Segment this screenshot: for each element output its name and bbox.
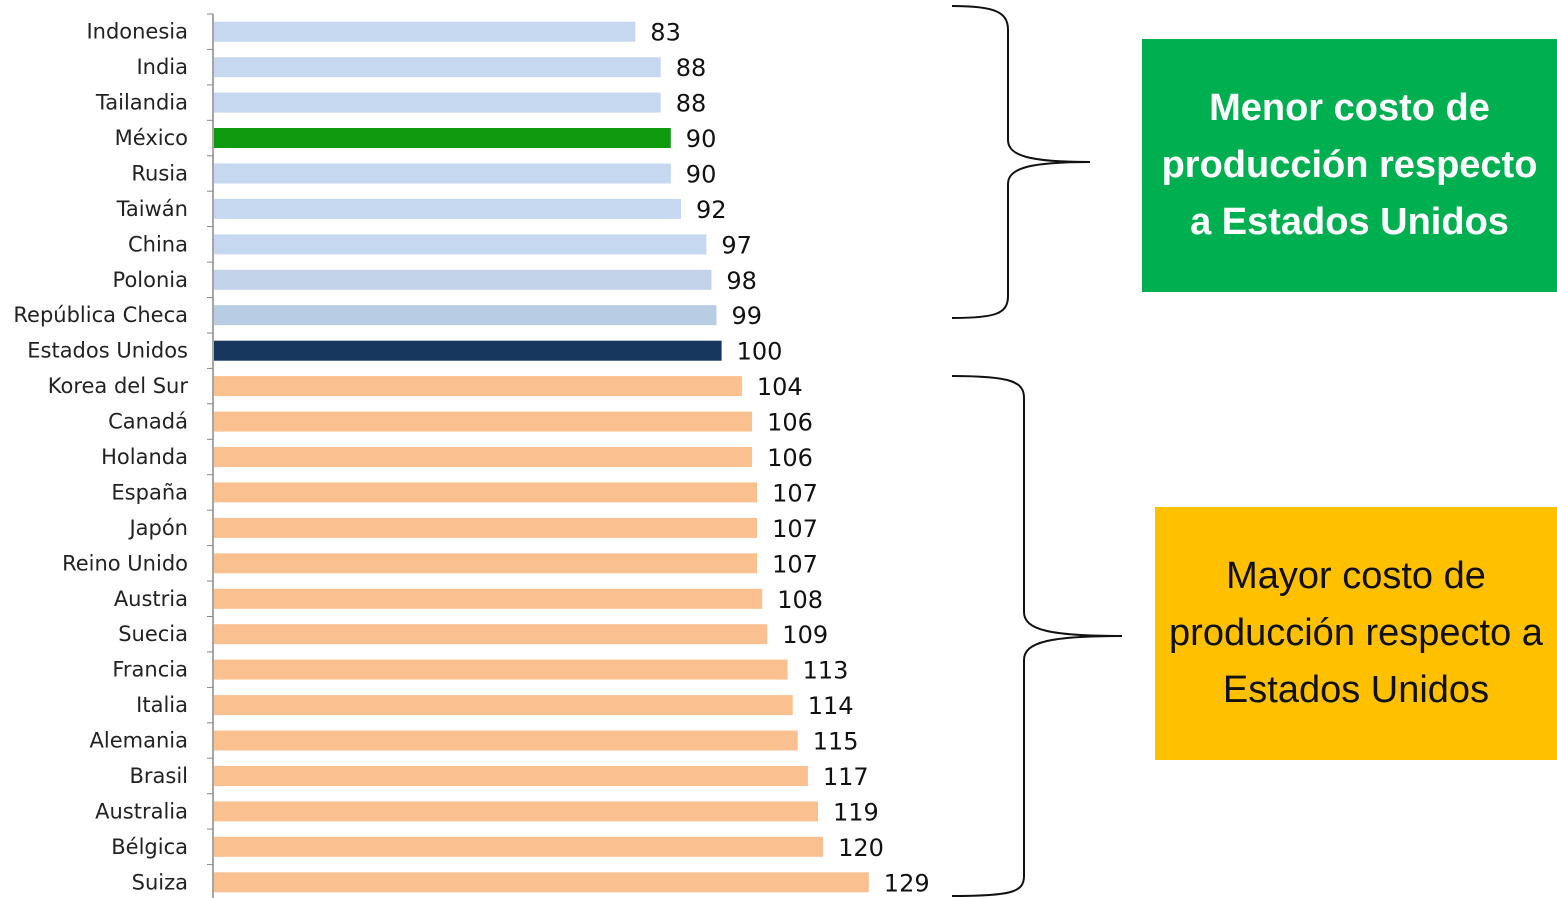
category-label: España <box>111 480 188 504</box>
brace-high-cost <box>951 375 1123 897</box>
value-label: 90 <box>686 125 717 153</box>
bar-22 <box>214 801 818 822</box>
value-label: 88 <box>676 54 707 82</box>
category-label: Japón <box>127 516 188 540</box>
bar-8 <box>214 305 717 326</box>
category-label: Alemania <box>90 729 188 753</box>
bar-1 <box>214 57 661 78</box>
bar-15 <box>214 553 758 574</box>
bar-11 <box>214 411 753 432</box>
high-cost-callout: Mayor costo de producción respecto a Est… <box>1155 507 1557 760</box>
value-label: 90 <box>686 161 717 189</box>
bar-4 <box>214 163 671 184</box>
bar-2 <box>214 92 661 113</box>
category-label: México <box>115 126 188 150</box>
value-label: 108 <box>777 586 823 614</box>
category-label: Brasil <box>129 764 188 788</box>
bar-13 <box>214 482 758 503</box>
value-label: 107 <box>772 479 818 507</box>
bar-10 <box>214 376 742 397</box>
category-label: Indonesia <box>86 20 188 44</box>
category-label: Suecia <box>118 622 188 646</box>
value-label: 120 <box>838 834 884 862</box>
value-label: 114 <box>808 692 854 720</box>
category-label: Estados Unidos <box>27 339 188 363</box>
value-label: 99 <box>732 302 763 330</box>
low-cost-callout: Menor costo de producción respecto a Est… <box>1142 39 1557 292</box>
category-label: Suiza <box>132 870 188 894</box>
category-label: Austria <box>114 587 188 611</box>
bar-23 <box>214 836 824 857</box>
category-label: Canadá <box>108 410 188 434</box>
value-label: 88 <box>676 90 707 118</box>
category-label: Holanda <box>101 445 188 469</box>
category-label: Tailandia <box>95 91 188 115</box>
category-label: Reino Unido <box>62 551 188 575</box>
bar-16 <box>214 588 763 609</box>
value-label: 100 <box>737 338 783 366</box>
bar-3 <box>214 128 671 148</box>
value-label: 92 <box>696 196 727 224</box>
bar-17 <box>214 624 768 645</box>
bar-6 <box>214 234 707 255</box>
value-label: 119 <box>833 798 879 826</box>
bar-5 <box>214 198 681 219</box>
low-cost-callout-text: Menor costo de producción respecto a Est… <box>1161 87 1538 243</box>
category-label: Australia <box>95 799 188 823</box>
category-label: Taiwán <box>116 197 188 221</box>
value-label: 98 <box>726 267 757 295</box>
brace-low-cost <box>951 5 1091 319</box>
bar-7 <box>214 269 712 290</box>
category-label: Italia <box>136 693 188 717</box>
value-label: 107 <box>772 515 818 543</box>
category-label: Francia <box>112 658 188 682</box>
bar-14 <box>214 517 758 538</box>
value-label: 115 <box>813 728 859 756</box>
value-label: 83 <box>650 19 681 47</box>
bars-layer: 83 Indonesia 88 India 88 Tailandia 90 México 90 R… <box>13 19 929 898</box>
category-label: Rusia <box>131 162 188 186</box>
bar-21 <box>214 766 808 786</box>
value-label: 106 <box>767 409 813 437</box>
category-label: India <box>136 55 188 79</box>
value-label: 107 <box>772 550 818 578</box>
high-cost-callout-text: Mayor costo de producción respecto a Est… <box>1169 555 1543 711</box>
value-label: 129 <box>884 869 930 897</box>
bar-18 <box>214 659 788 680</box>
category-label: Bélgica <box>111 835 188 859</box>
value-label: 104 <box>757 373 803 401</box>
category-label: República Checa <box>13 303 188 327</box>
bar-0 <box>214 21 636 42</box>
category-label: China <box>128 232 188 256</box>
bar-9 <box>214 340 722 361</box>
value-label: 97 <box>721 231 752 259</box>
bar-24 <box>214 872 869 893</box>
category-label: Korea del Sur <box>48 374 189 398</box>
value-label: 113 <box>803 657 849 685</box>
bar-20 <box>214 730 798 751</box>
category-label: Polonia <box>113 268 188 292</box>
value-label: 109 <box>782 621 828 649</box>
bar-19 <box>214 695 793 716</box>
y-axis-ticks <box>207 13 213 866</box>
value-label: 106 <box>767 444 813 472</box>
value-label: 117 <box>823 763 869 791</box>
bar-12 <box>214 447 753 467</box>
